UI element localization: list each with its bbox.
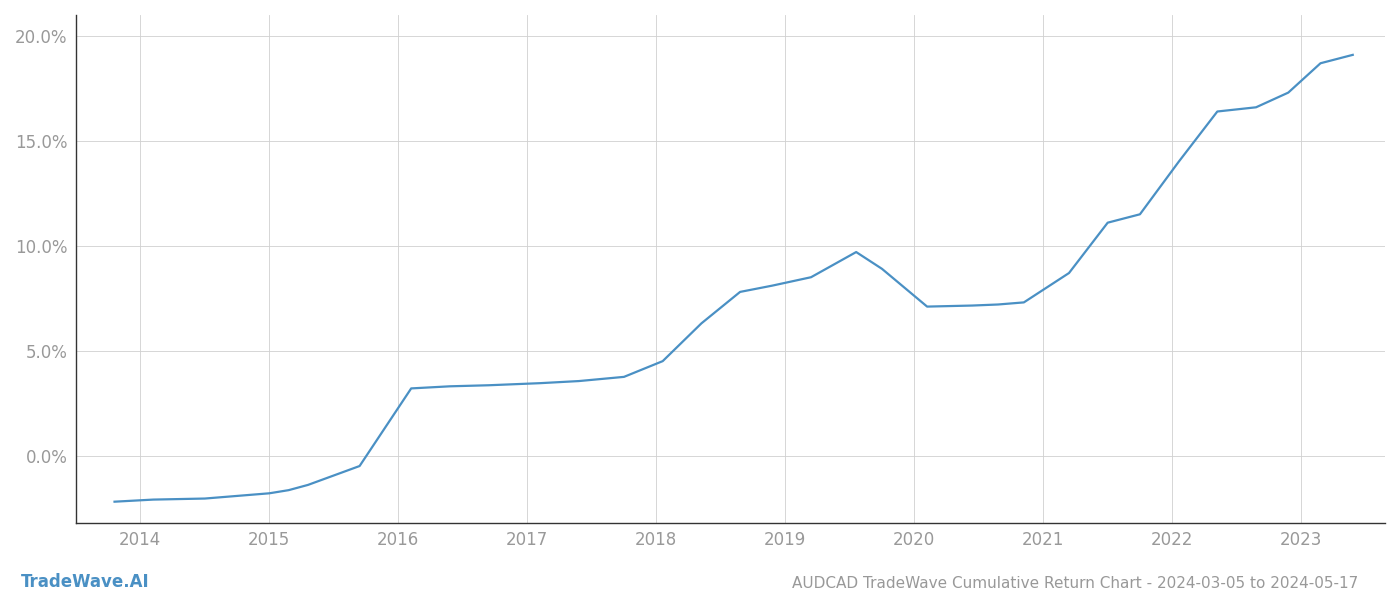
Text: TradeWave.AI: TradeWave.AI bbox=[21, 573, 150, 591]
Text: AUDCAD TradeWave Cumulative Return Chart - 2024-03-05 to 2024-05-17: AUDCAD TradeWave Cumulative Return Chart… bbox=[792, 576, 1358, 591]
